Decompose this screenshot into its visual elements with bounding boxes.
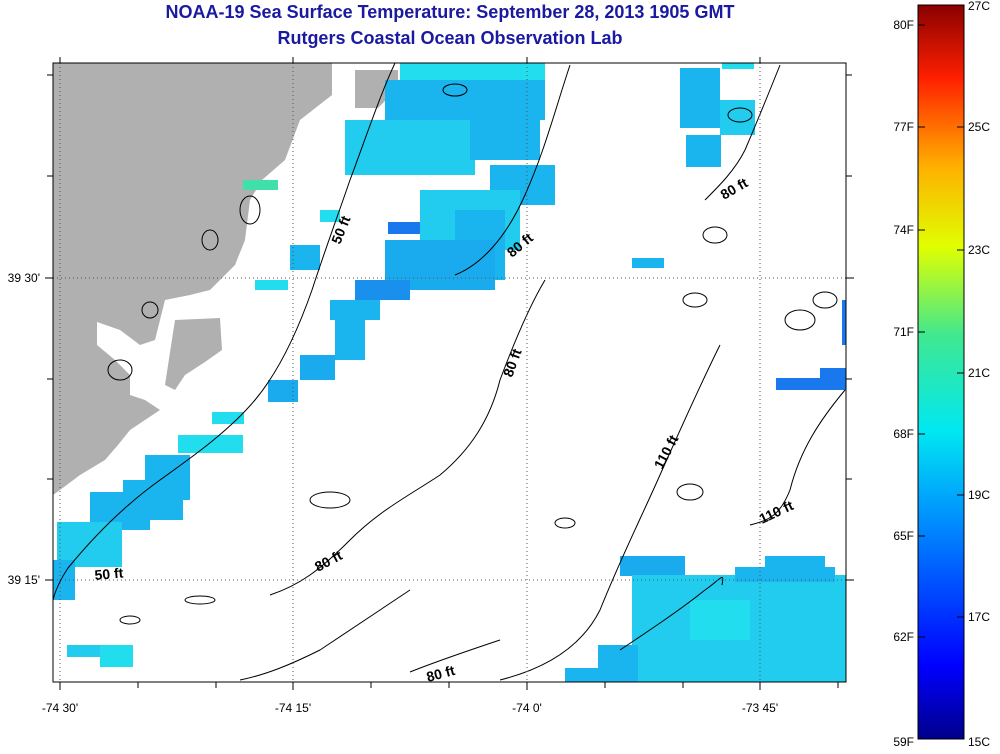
colorbar-f-label: 71F	[893, 325, 914, 339]
map-title: NOAA-19 Sea Surface Temperature: Septemb…	[165, 2, 735, 22]
land-mass	[53, 63, 332, 495]
contour-label: 80 ft	[312, 547, 345, 575]
lat-label: 39 30'	[8, 271, 40, 285]
land-patch	[165, 318, 222, 390]
lat-label: 39 15'	[8, 573, 40, 587]
bathymetry-contours	[53, 63, 846, 681]
contour-label: 80 ft	[718, 174, 751, 202]
colorbar-f-label: 59F	[893, 735, 914, 749]
colorbar-f-label: 68F	[893, 427, 914, 441]
colorbar-c-label: 27C	[968, 0, 990, 13]
lon-label: -74 15'	[275, 701, 311, 715]
colorbar-f-label: 74F	[893, 223, 914, 237]
colorbar-f-label: 77F	[893, 120, 914, 134]
colorbar-c-label: 21C	[968, 366, 990, 380]
colorbar-ticks	[918, 24, 964, 638]
colorbar-c-label: 23C	[968, 243, 990, 257]
colorbar-f-label: 62F	[893, 630, 914, 644]
colorbar-c-label: 25C	[968, 120, 990, 134]
colorbar-f-label: 65F	[893, 529, 914, 543]
colorbar-c-label: 15C	[968, 735, 990, 749]
graticule	[53, 63, 846, 682]
colorbar-c-label: 19C	[968, 488, 990, 502]
map-subtitle: Rutgers Coastal Ocean Observation Lab	[277, 28, 623, 48]
colorbar	[917, 4, 965, 740]
contour-label: 80 ft	[425, 662, 457, 685]
colorbar-c-label: 17C	[968, 610, 990, 624]
contour-label: 50 ft	[94, 565, 124, 583]
lon-label: -73 45'	[742, 701, 778, 715]
axis-ticks	[45, 57, 854, 690]
contour-label: 110 ft	[651, 432, 682, 471]
sst-cells	[53, 63, 846, 682]
lon-label: -74 30'	[42, 701, 78, 715]
colorbar-f-label: 80F	[893, 18, 914, 32]
contour-label: 80 ft	[500, 346, 525, 379]
lon-label: -74 0'	[512, 701, 542, 715]
contour-label: 110 ft	[757, 497, 797, 527]
